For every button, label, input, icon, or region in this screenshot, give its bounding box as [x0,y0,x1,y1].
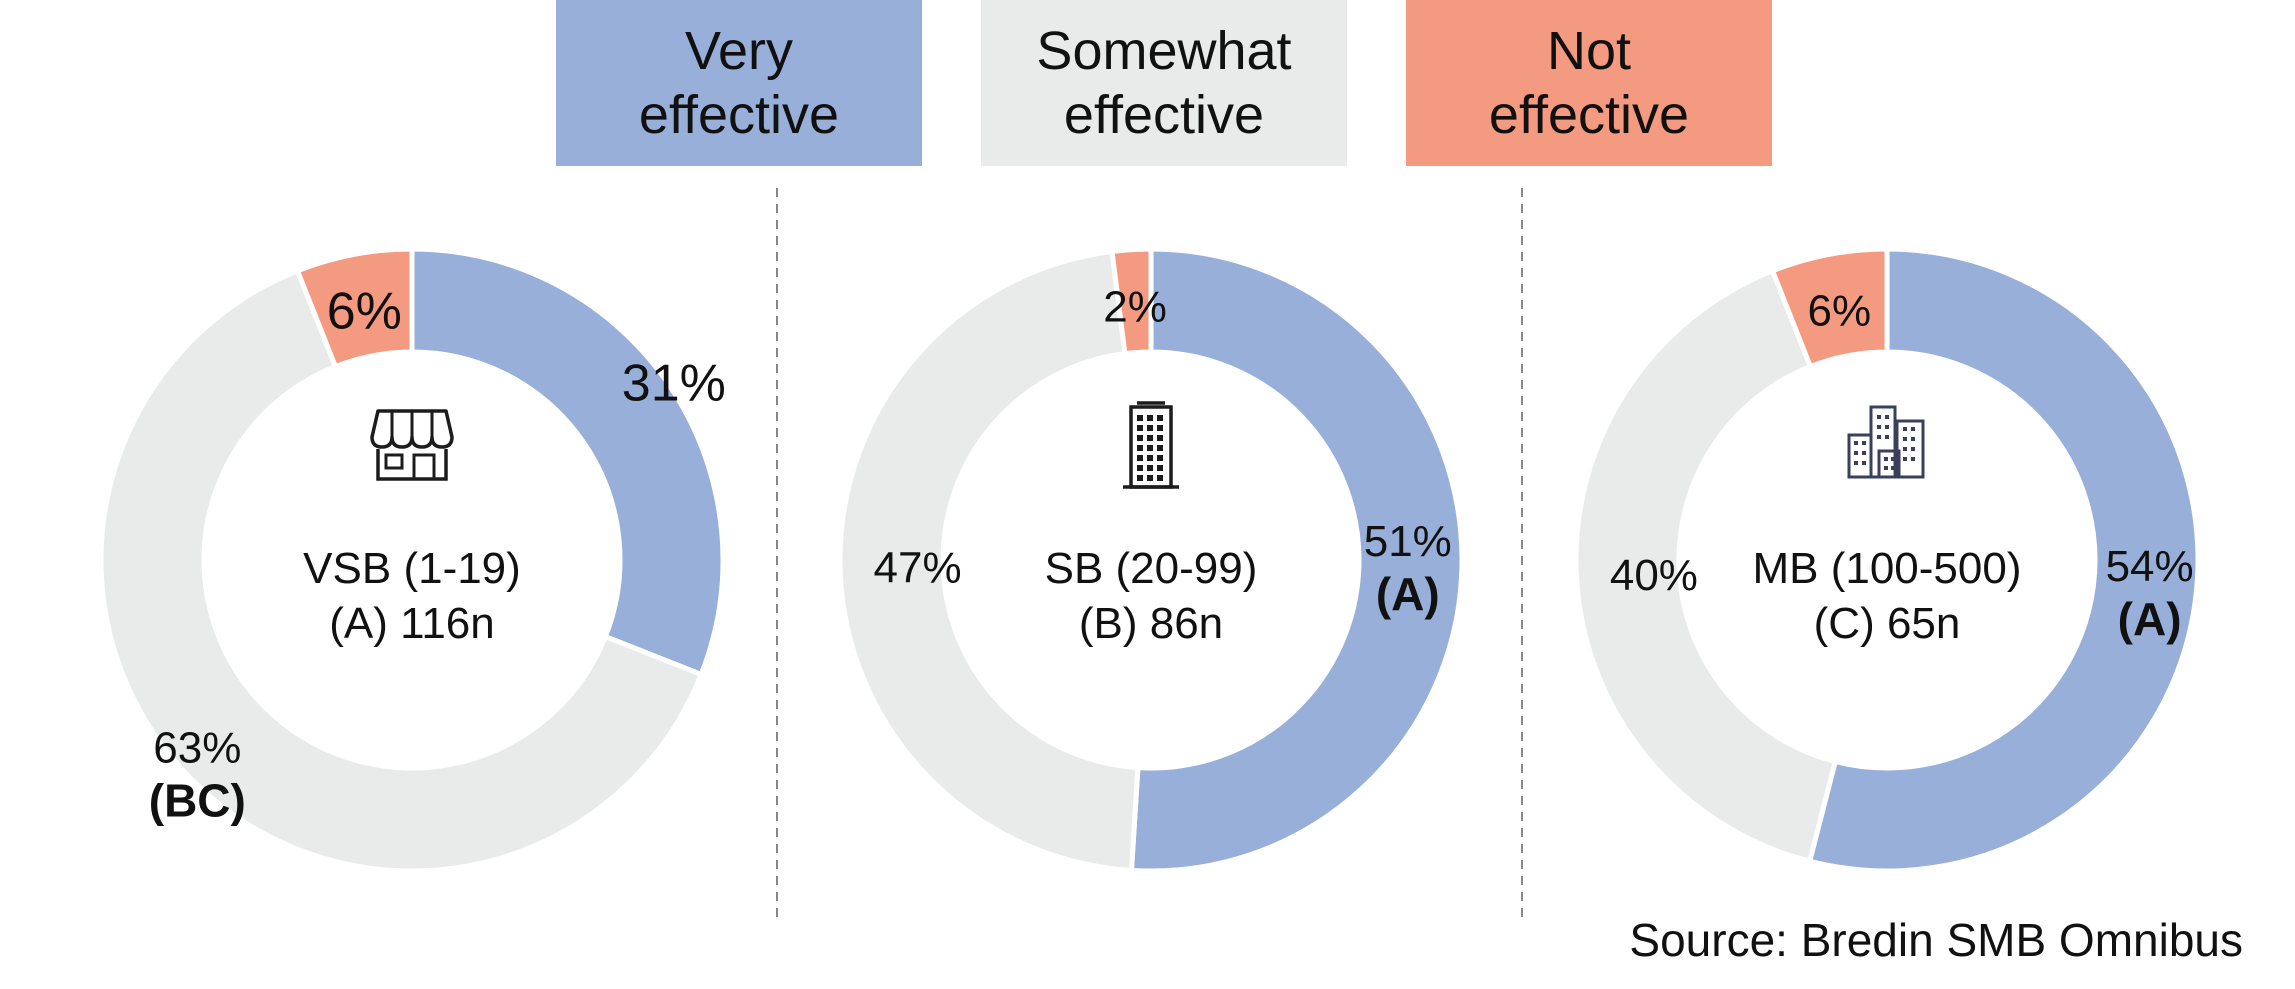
legend-somewhat-effective: Somewhat effective [981,0,1347,166]
center-label-line-2: (B) 86n [1079,599,1223,648]
slice-somewhat-effective [98,267,705,874]
data-label-value: 47% [874,544,962,593]
center-label-line-2: (A) 116n [329,599,495,648]
center-label-line-1: VSB (1-19) [303,544,521,593]
data-label-value: 2% [1103,283,1167,332]
data-label-value: 51% [1364,517,1452,566]
donut-2: 51%(A) 47% 2% SB (20-99) (B) 86n [837,246,1465,874]
slice-not-effective [1769,246,1890,370]
slice-not-effective [294,246,415,370]
data-label-value: 6% [327,282,402,340]
data-label-significance: (A) [2118,593,2182,645]
data-label-value: 63% [153,724,241,773]
data-label-value: 40% [1610,551,1698,600]
data-label-significance: (A) [1376,568,1440,620]
storefront-icon [370,409,454,481]
slice-very-effective [1806,246,2201,874]
data-label-value: 54% [2106,542,2194,591]
slice-very-effective [1128,246,1465,874]
office-building-icon [1123,401,1179,489]
donut-3: 54%(A) 40% 6% MB (100-500) (C) 65n [1573,246,2201,874]
source-note: Source: Bredin SMB Omnibus [1629,914,2243,966]
slice-somewhat-effective [837,248,1141,874]
legend-very-effective: Very effective [556,0,922,166]
slice-somewhat-effective [1573,267,1839,865]
center-label-line-1: SB (20-99) [1045,544,1258,593]
data-label-value: 31% [622,354,726,412]
center-label-line-2: (C) 65n [1814,599,1961,648]
legend: Very effective Somewhat effective Not ef… [0,0,2295,170]
slice-not-effective [1109,246,1154,357]
data-label-value: 6% [1808,287,1872,336]
legend-not-effective: Not effective [1406,0,1772,166]
city-buildings-icon [1847,405,1925,479]
donut-1: 31% 63%(BC) 6% VSB (1-19) (A) 116n [98,246,726,874]
slice-very-effective [409,246,726,678]
center-label-line-1: MB (100-500) [1752,544,2021,593]
data-label-significance: (BC) [149,775,246,827]
